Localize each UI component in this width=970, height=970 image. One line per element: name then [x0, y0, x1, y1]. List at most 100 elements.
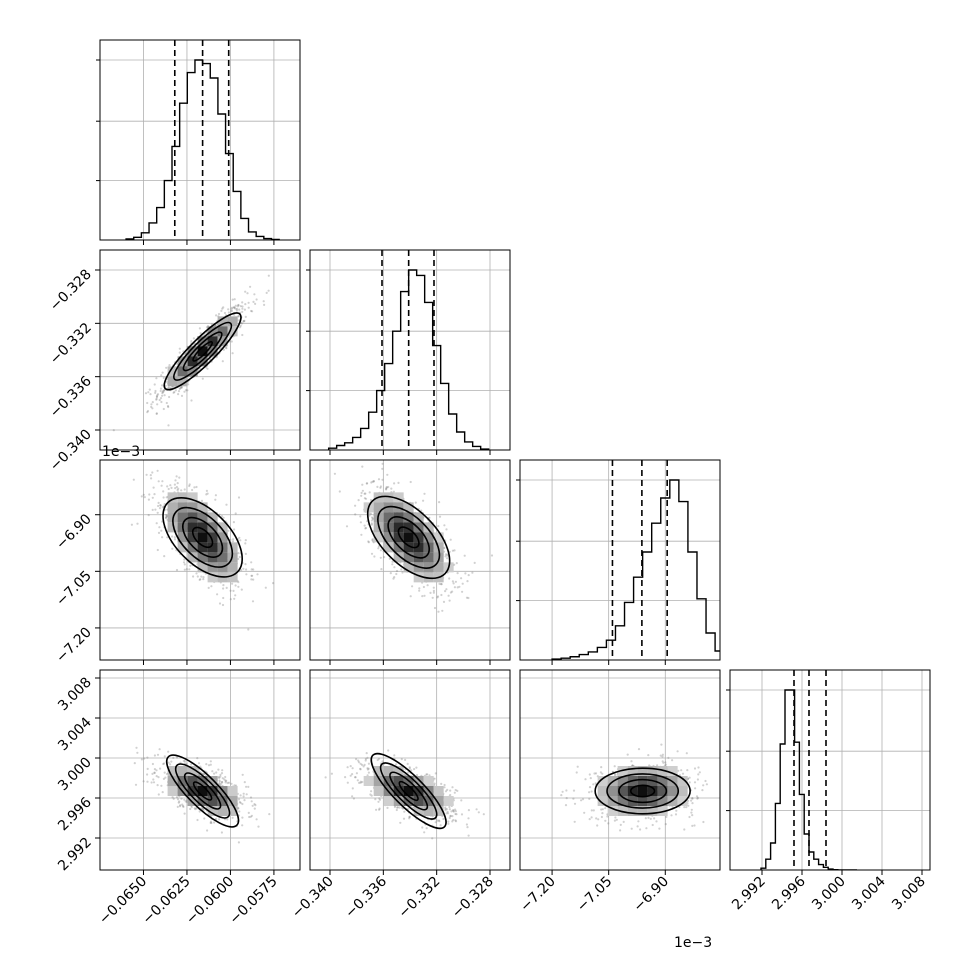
- scatter-point: [162, 407, 165, 411]
- scatter-point: [253, 807, 256, 810]
- scatter-point: [194, 808, 197, 811]
- scatter-point: [179, 804, 182, 807]
- scatter-point: [429, 591, 432, 595]
- scatter-point: [190, 806, 193, 809]
- scatter-point: [175, 568, 179, 572]
- density-cell: [187, 366, 198, 377]
- scatter-point: [217, 768, 220, 771]
- scatter-point: [155, 395, 159, 398]
- scatter-point: [477, 811, 480, 814]
- scatter-point: [647, 754, 650, 757]
- scatter-point: [185, 800, 188, 804]
- scatter-point: [393, 754, 396, 757]
- scatter-point: [180, 489, 183, 492]
- panel-frame-2-0: [99, 459, 301, 661]
- contour-2-1-3: [366, 495, 451, 580]
- scatter-point: [438, 501, 441, 504]
- scatter-point: [451, 786, 454, 789]
- density-cell: [187, 522, 198, 533]
- scatter-point: [218, 779, 221, 782]
- scatter-point: [237, 315, 240, 318]
- scatter-point: [250, 578, 253, 581]
- scatter-point: [155, 398, 158, 401]
- scatter-point: [601, 812, 604, 815]
- scatter-point: [461, 590, 464, 593]
- scatter-point: [432, 591, 435, 594]
- scatter-point: [241, 773, 244, 776]
- scatter-point: [378, 797, 381, 800]
- scatter-point: [178, 351, 181, 354]
- scatter-point: [177, 390, 181, 393]
- scatter-point: [330, 772, 333, 775]
- scatter-point: [364, 492, 367, 495]
- scatter-point: [408, 815, 411, 819]
- scatter-point: [444, 809, 447, 812]
- scatter-point: [227, 529, 230, 532]
- density-cell: [167, 502, 178, 513]
- scatter-point: [230, 782, 233, 785]
- density-cell: [413, 532, 424, 543]
- scatter-point: [649, 817, 652, 821]
- scatter-point: [132, 478, 135, 481]
- panel-content-0-0: [100, 40, 300, 240]
- scatter-point: [687, 804, 690, 807]
- density-cell: [197, 512, 208, 523]
- scatter-point: [399, 821, 402, 824]
- scatter-point: [613, 765, 616, 768]
- scatter-point: [630, 827, 633, 830]
- scatter-point: [239, 326, 242, 329]
- scatter-point: [370, 790, 373, 793]
- scatter-point: [202, 576, 205, 579]
- scatter-point: [188, 483, 191, 486]
- density-cell: [383, 776, 394, 786]
- scatter-point: [451, 590, 454, 593]
- scatter-point: [438, 582, 441, 586]
- scatter-point: [168, 364, 171, 367]
- scatter-point: [241, 310, 244, 313]
- contour-2-1-0: [397, 526, 420, 549]
- scatter-point: [660, 743, 663, 746]
- scatter-point: [162, 496, 165, 499]
- scatter-point: [184, 800, 187, 803]
- scatter-point: [152, 778, 155, 781]
- scatter-point: [386, 806, 389, 810]
- scatter-point: [370, 516, 374, 519]
- scatter-point: [369, 498, 373, 502]
- scatter-point: [349, 774, 352, 777]
- scatter-point: [440, 782, 443, 786]
- panel-frame-2-1: [309, 459, 511, 661]
- panel-frame-3-0: [99, 669, 301, 871]
- scatter-point: [383, 556, 386, 559]
- scatter-point: [227, 308, 230, 311]
- scatter-point: [153, 754, 156, 757]
- scatter-point: [205, 331, 208, 334]
- scatter-point: [135, 746, 138, 749]
- contour-1-0-0: [192, 340, 213, 362]
- scatter-point: [439, 824, 442, 827]
- scatter-point: [245, 785, 248, 788]
- scatter-point: [658, 827, 661, 830]
- scatter-point: [201, 377, 204, 380]
- scatter-point: [178, 476, 181, 479]
- scatter-point: [182, 804, 185, 808]
- scatter-point: [216, 593, 219, 596]
- scatter-point: [180, 386, 183, 389]
- scatter-point: [250, 800, 253, 803]
- scatter-point: [247, 785, 250, 789]
- scatter-point: [250, 568, 253, 571]
- scatter-point: [172, 797, 175, 800]
- scatter-point: [251, 804, 254, 807]
- scatter-point: [390, 487, 393, 490]
- scatter-point: [370, 794, 373, 797]
- scatter-point: [357, 499, 360, 502]
- scatter-point: [152, 486, 155, 489]
- scatter-point: [233, 306, 236, 309]
- scatter-point: [220, 831, 223, 834]
- scatter-point: [264, 586, 267, 589]
- scatter-point: [180, 797, 183, 800]
- scatter-point: [252, 578, 255, 581]
- scatter-point: [460, 813, 464, 816]
- scatter-point: [159, 387, 163, 390]
- scatter-point: [561, 790, 564, 793]
- scatter-point: [444, 806, 447, 809]
